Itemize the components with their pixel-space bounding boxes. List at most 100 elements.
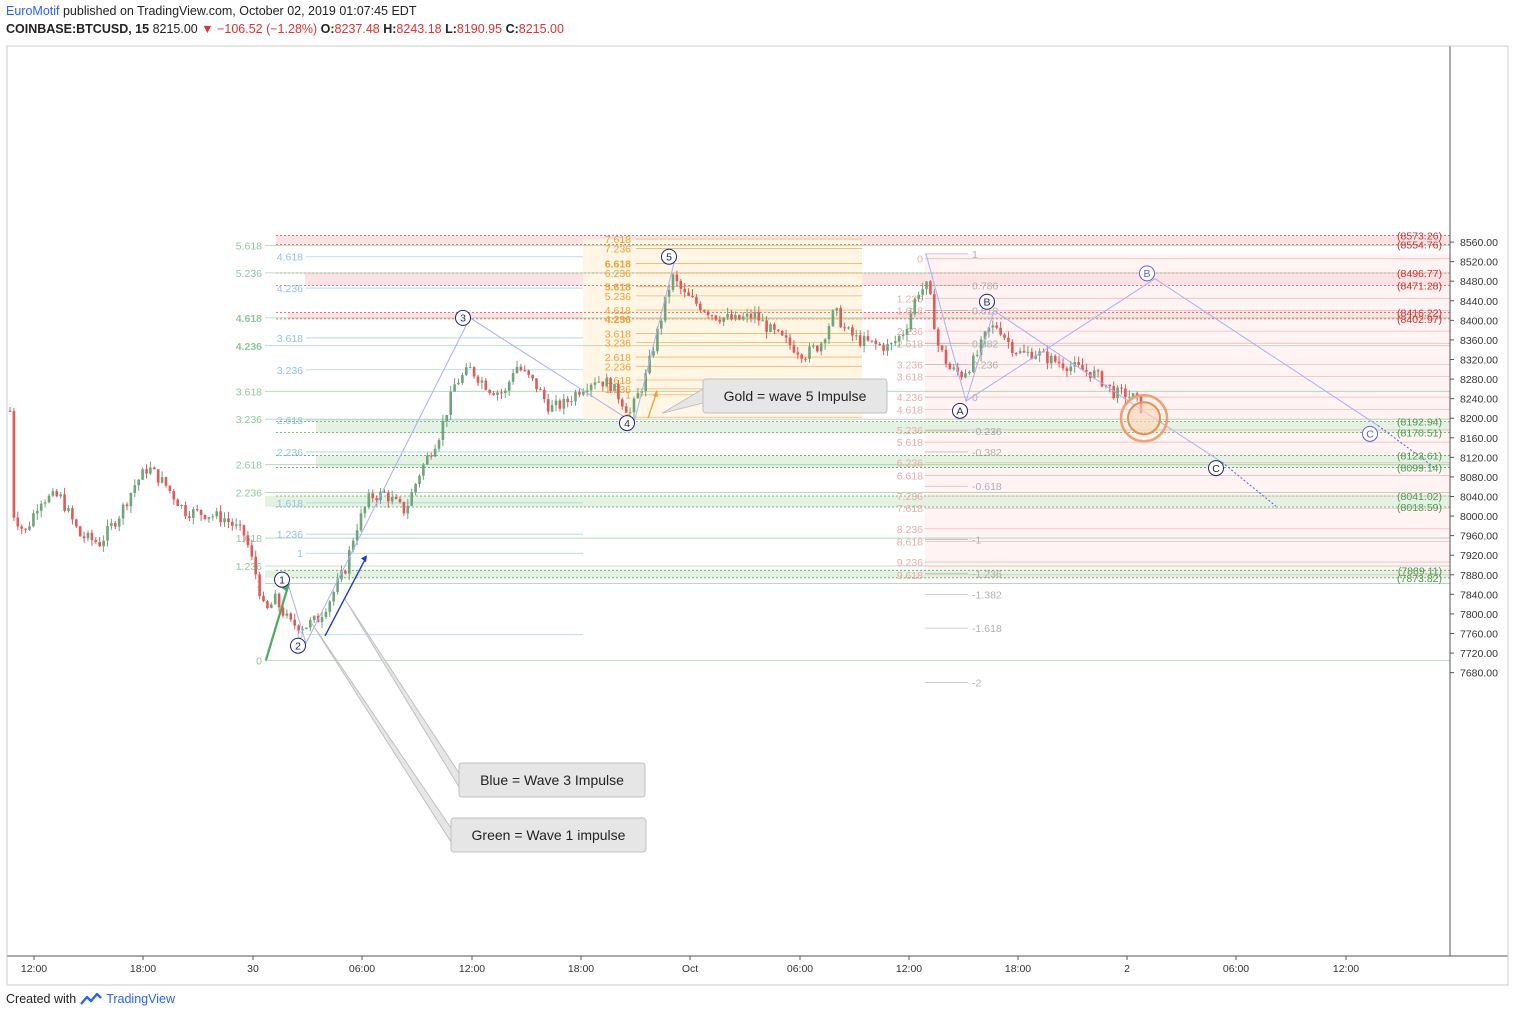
candle-up: [726, 314, 729, 318]
candle-up: [414, 483, 417, 493]
candle-up: [905, 329, 909, 335]
candle-up: [562, 398, 566, 409]
candle-up: [656, 328, 659, 352]
green-fib-label: 1.236: [236, 561, 262, 573]
candle-up: [86, 532, 90, 539]
wave-label-text: 4: [624, 418, 630, 430]
gold-fib-label: 7.236: [605, 243, 631, 255]
candle-up: [504, 390, 507, 394]
candle-up: [987, 327, 991, 332]
candle-down: [539, 389, 542, 391]
red-fib-label: 3.618: [897, 372, 923, 384]
candle-down: [1108, 384, 1112, 387]
candle-up: [160, 477, 164, 483]
candle-down: [188, 516, 191, 518]
green-callout-text: Green = Wave 1 impulse: [472, 827, 626, 843]
waves-layer: 1 2 3 4 5 A B B C C: [264, 248, 1435, 661]
wave-label-circle: [1362, 425, 1378, 442]
gray-fib-label: -1.382: [972, 589, 1002, 601]
candle-down: [145, 469, 148, 474]
candle-up: [1018, 351, 1022, 354]
open-value: 8237.48: [334, 22, 380, 36]
candle-up: [507, 381, 511, 391]
candle-up: [320, 617, 324, 623]
tradingview-brand-link[interactable]: TradingView: [106, 992, 175, 1006]
price-level-label: (7873.82): [1397, 573, 1442, 585]
candle-up: [769, 324, 772, 332]
candle-down: [1085, 369, 1088, 372]
gold-fib-label: 4.618: [605, 305, 631, 317]
target-highlight-icon: [1119, 393, 1169, 443]
abc-correction-path-1: [925, 253, 1223, 463]
candle-down: [1112, 386, 1115, 399]
resistance-zone-8573: [276, 235, 1450, 245]
candle-down: [1100, 371, 1104, 387]
candle-down: [566, 398, 569, 402]
candle-up: [121, 504, 125, 519]
candle-down: [675, 274, 679, 282]
candle-down: [398, 498, 402, 502]
candle-down: [472, 367, 476, 377]
candle-down: [375, 498, 378, 501]
arrowhead-icon: [361, 555, 367, 563]
candle-up: [886, 344, 889, 351]
candle-down: [250, 545, 254, 557]
author-link[interactable]: EuroMotif: [6, 4, 60, 18]
candle-up: [585, 390, 589, 392]
gray-fib-label: -1.236: [972, 568, 1002, 580]
candle-up: [234, 524, 238, 526]
blue-fib-label: 3.618: [277, 333, 303, 345]
candle-down: [1011, 342, 1014, 353]
candle-up: [761, 320, 764, 322]
y-tick-label: 8000.00: [1460, 511, 1498, 523]
candle-up: [426, 455, 429, 465]
x-tick-label: Oct: [682, 963, 698, 975]
candle-down: [944, 349, 948, 364]
candle-up: [215, 511, 218, 517]
candle-up: [855, 335, 858, 337]
red-fib-label: 5.618: [897, 437, 923, 449]
candle-down: [788, 337, 792, 346]
candle-up: [574, 392, 577, 402]
candle-up: [909, 313, 913, 330]
candle-down: [609, 378, 612, 391]
y-tick-label: 7840.00: [1460, 589, 1498, 601]
candle-down: [262, 596, 265, 602]
candle-up: [671, 274, 675, 290]
candle-down: [531, 374, 534, 379]
candle-up: [305, 627, 308, 629]
candle-up: [605, 378, 608, 387]
candle-down: [960, 371, 963, 378]
green-impulse-arrow: [265, 583, 290, 661]
y-tick-label: 8520.00: [1460, 257, 1498, 269]
green-fib-label: 2.618: [236, 460, 262, 472]
price-level-label: (8573.26): [1397, 231, 1442, 243]
gold-fib-label: 2.236: [605, 361, 631, 373]
gold-fib-label: 5.236: [605, 291, 631, 303]
candle-down: [800, 354, 803, 359]
candle-down: [870, 340, 874, 342]
candle-down: [1135, 393, 1139, 397]
candle-up: [921, 289, 924, 295]
gold-fib-label: 3.618: [605, 329, 631, 341]
x-tick-label: 18:00: [568, 963, 594, 975]
y-tick-label: 7720.00: [1460, 648, 1498, 660]
wave-label-text: B: [1143, 268, 1150, 280]
candle-down: [20, 526, 23, 529]
candle-down: [383, 491, 386, 493]
gold-callout-box: [702, 378, 888, 414]
candle-down: [258, 574, 261, 597]
y-tick-label: 8160.00: [1460, 433, 1498, 445]
green-fib-label: 4.236: [236, 341, 262, 353]
blue-callout-box: [458, 762, 646, 798]
candle-up: [734, 315, 737, 320]
candle-down: [500, 392, 503, 394]
resistance-zone-8416: [288, 312, 1450, 319]
candle-up: [39, 503, 43, 511]
candle-down: [784, 335, 788, 338]
y-tick-label: 8240.00: [1460, 394, 1498, 406]
candle-down: [874, 340, 878, 344]
blue-fib-label: 3.236: [277, 365, 303, 377]
candle-up: [351, 540, 355, 551]
